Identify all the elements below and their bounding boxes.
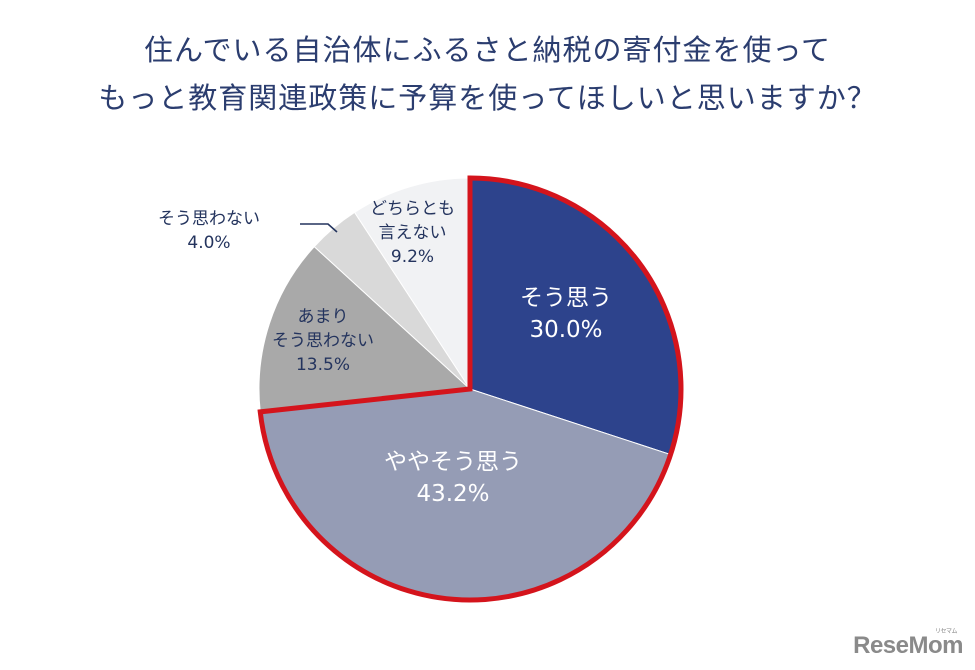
chart-title-line-2: もっと教育関連政策に予算を使ってほしいと思いますか？ <box>98 81 877 115</box>
slice-neutral <box>353 177 471 391</box>
slice-label-agree: そう思う 30.0% <box>520 285 612 344</box>
slice-label-disagree: そう思わない 4.0% <box>158 209 260 253</box>
slice-label-somewhat-agree: ややそう思う 43.2% <box>384 449 522 508</box>
slice-somewhat-disagree <box>258 245 472 413</box>
slice-label-somewhat-disagree: あまり そう思わない 13.5% <box>272 307 374 375</box>
slice-label-neutral: どちらとも 言えない 9.2% <box>370 199 455 267</box>
highlight-outline <box>257 175 684 603</box>
disagree-leader-line <box>300 223 338 233</box>
chart-title-line-1: 住んでいる自治体にふるさと納税の寄付金を使って <box>143 33 832 67</box>
resemom-logo: ReseMom リセマム <box>853 629 963 659</box>
